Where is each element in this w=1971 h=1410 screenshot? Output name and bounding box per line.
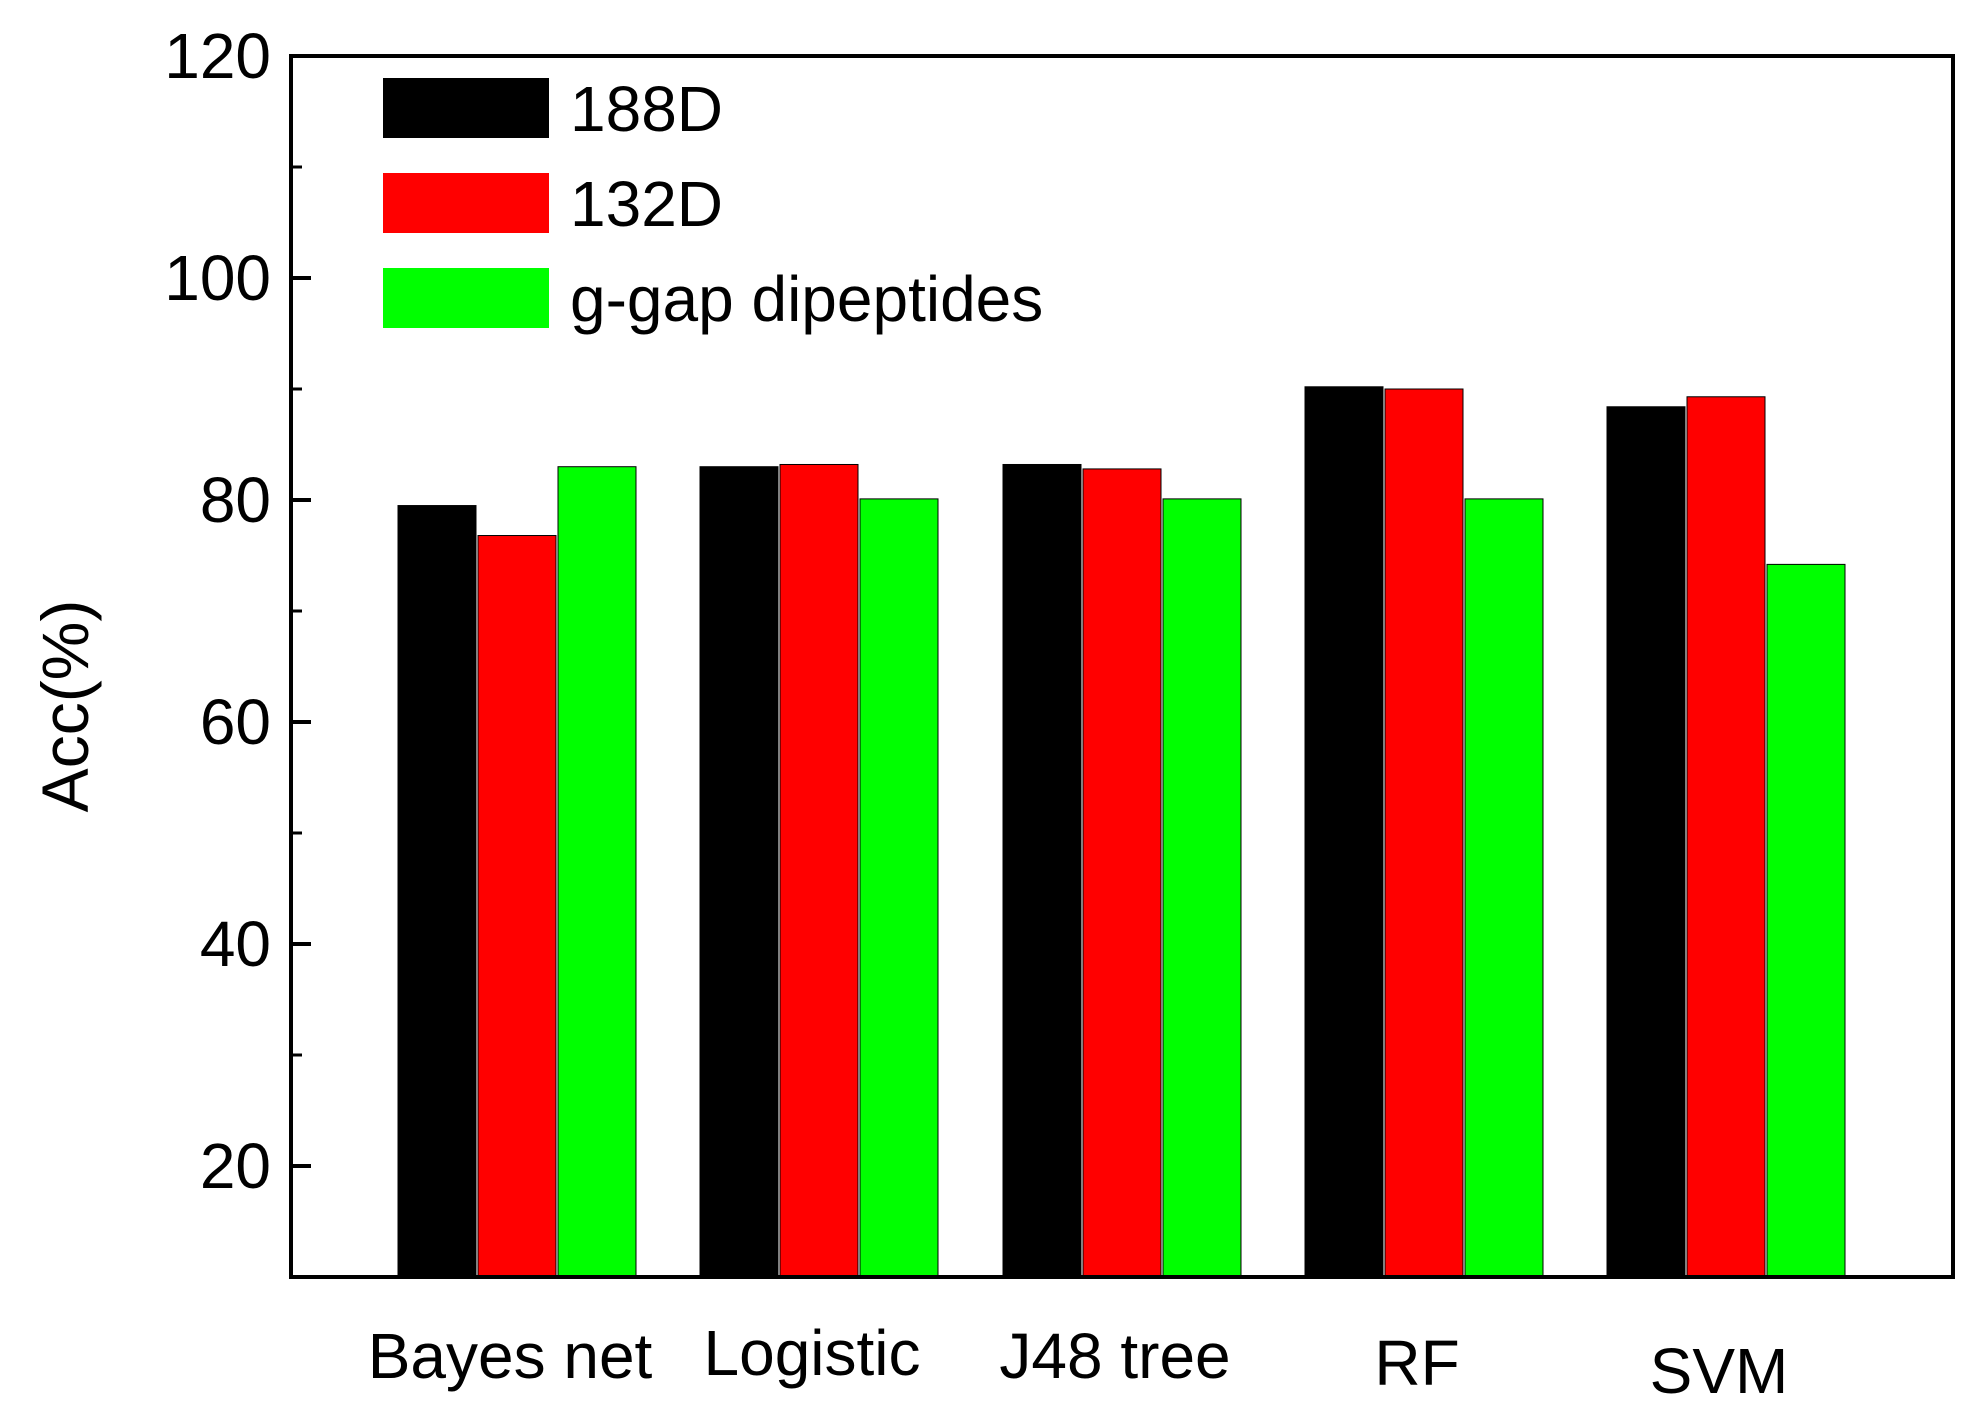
- bar-132d-rf: [1384, 388, 1464, 1278]
- bar-g-gap-dipeptides-logistic: [859, 498, 939, 1278]
- bar-132d-logistic: [779, 463, 859, 1278]
- y-tick-label: 20: [200, 1130, 271, 1202]
- legend-swatch: [383, 268, 549, 328]
- bar-188d-logistic: [699, 466, 779, 1278]
- bar-132d-j48-tree: [1082, 468, 1162, 1278]
- y-tick-label: 100: [164, 242, 271, 314]
- legend-label: 132D: [570, 168, 723, 240]
- bar-132d-bayes-net: [477, 535, 557, 1278]
- y-axis-title: Acc(%): [28, 600, 102, 813]
- legend-label: 188D: [570, 73, 723, 145]
- bar-g-gap-dipeptides-j48-tree: [1162, 498, 1242, 1278]
- y-tick-label: 120: [164, 20, 271, 92]
- plot-frame: [289, 54, 1955, 1279]
- y-tick-label: 40: [200, 908, 271, 980]
- legend-swatch: [383, 78, 549, 138]
- bar-g-gap-dipeptides-svm: [1766, 563, 1846, 1278]
- legend-label: g-gap dipeptides: [570, 263, 1043, 335]
- bar-188d-rf: [1304, 386, 1384, 1278]
- x-category-label: J48 tree: [999, 1320, 1230, 1392]
- legend: 188D 132D g-gap dipeptides: [383, 73, 1043, 335]
- bar-188d-svm: [1606, 406, 1686, 1278]
- y-axis: 20 40 60 80 100 120: [164, 20, 311, 1202]
- x-category-label: RF: [1374, 1327, 1459, 1399]
- bar-g-gap-dipeptides-rf: [1464, 498, 1544, 1278]
- bars-group: [397, 386, 1846, 1278]
- bar-132d-svm: [1686, 396, 1766, 1278]
- y-tick-label: 80: [200, 464, 271, 536]
- bar-188d-j48-tree: [1002, 463, 1082, 1278]
- legend-swatch: [383, 173, 549, 233]
- x-category-label: Bayes net: [368, 1320, 653, 1392]
- bar-188d-bayes-net: [397, 505, 477, 1278]
- x-category-label: Logistic: [704, 1317, 921, 1389]
- x-category-label: SVM: [1650, 1335, 1789, 1407]
- y-tick-label: 60: [200, 686, 271, 758]
- bar-g-gap-dipeptides-bayes-net: [557, 466, 637, 1278]
- x-axis: Bayes net Logistic J48 tree RF SVM: [368, 1317, 1789, 1407]
